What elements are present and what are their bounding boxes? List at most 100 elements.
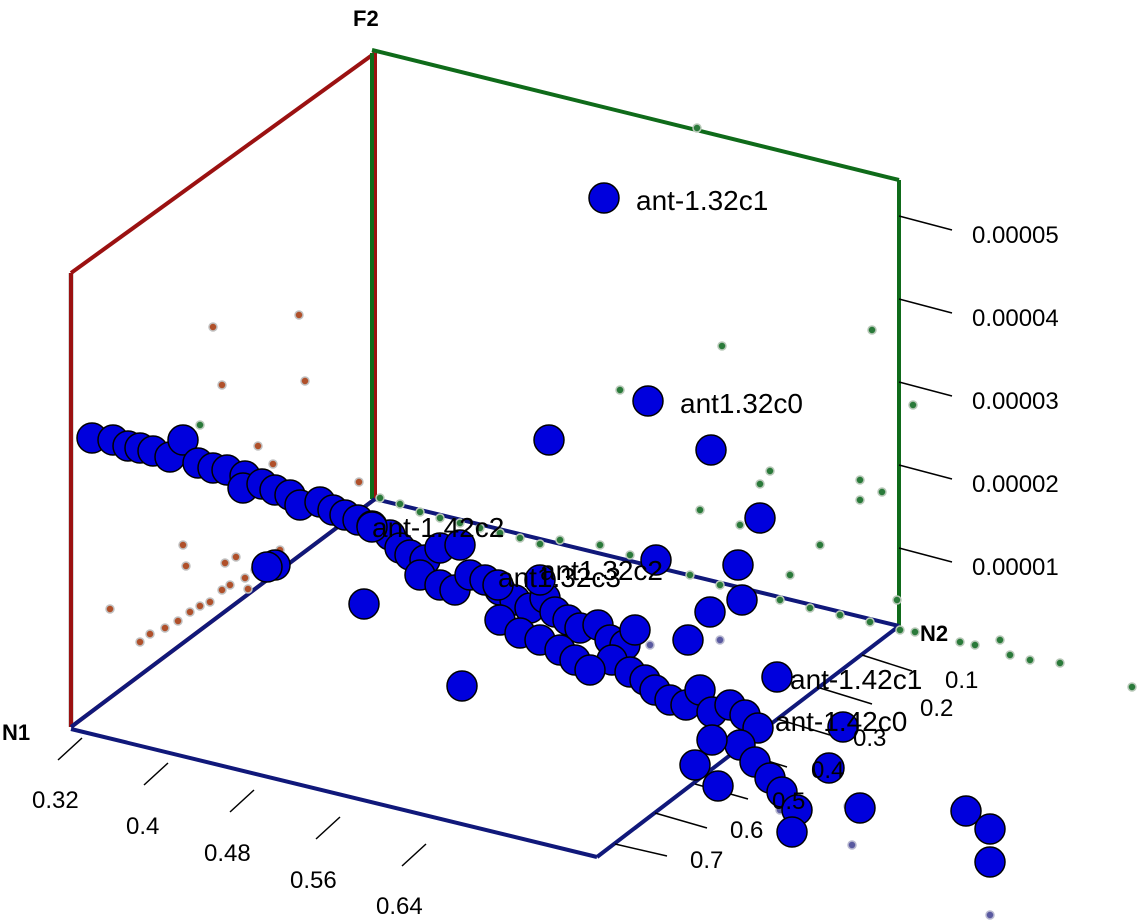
labeled-data-point (761, 661, 793, 693)
data-points (76, 422, 1006, 878)
projection-point (995, 635, 1005, 645)
data-point (444, 529, 476, 561)
data-point (640, 544, 672, 576)
data-point (776, 816, 808, 848)
projection-point (268, 459, 278, 469)
data-point (813, 752, 845, 784)
point-label: ant1.32c3 (498, 562, 621, 593)
data-point (696, 724, 728, 756)
projection-point (160, 623, 170, 633)
projection-point (855, 495, 865, 505)
projection-point (195, 420, 205, 430)
data-point (695, 434, 727, 466)
data-point (974, 813, 1006, 845)
projection-point (895, 625, 905, 635)
projection-point (515, 533, 525, 543)
data-point (950, 795, 982, 827)
projection-point (173, 616, 183, 626)
projection-point (181, 561, 191, 571)
projection-point (715, 580, 725, 590)
projection-point (535, 539, 545, 549)
z-tick-label: 0.00002 (972, 471, 1059, 498)
data-point (974, 846, 1006, 878)
y-tick-label: 0.5 (772, 788, 805, 815)
point-label: ant1.32c2 (540, 555, 663, 586)
projection-point (892, 595, 902, 605)
z-tick-label: 0.00001 (972, 554, 1059, 581)
projection-point (205, 597, 215, 607)
y-tick-label: 0.7 (690, 847, 723, 874)
projection-point (855, 475, 865, 485)
projection-point (217, 585, 227, 595)
point-labels: ant-1.32c1ant1.32c0ant-1.42c2ant1.32c2an… (372, 185, 922, 737)
projection-point (135, 637, 145, 647)
projection-point (755, 479, 765, 489)
projection-point (475, 523, 485, 533)
data-point (844, 792, 876, 824)
projection-point (195, 601, 205, 611)
data-point (446, 670, 478, 702)
projection-point (294, 310, 304, 320)
projection-point (615, 385, 625, 395)
projection-point (625, 550, 635, 560)
projection-point (178, 540, 188, 550)
projection-point (877, 487, 887, 497)
projection-point (415, 507, 425, 517)
projection-point (910, 627, 920, 637)
y-tick-label: 0.2 (920, 695, 953, 722)
axis-title-n2: N2 (920, 621, 948, 646)
data-point (702, 770, 734, 802)
z-tick-label: 0.00004 (972, 305, 1059, 332)
projection-point (300, 376, 310, 386)
projection-point (985, 910, 995, 920)
data-point (722, 549, 754, 581)
data-point (251, 551, 283, 583)
labeled-data-point (482, 569, 514, 601)
data-point (744, 502, 776, 534)
projection-point (955, 637, 965, 647)
projection-point (455, 518, 465, 528)
point-label: ant1.32c0 (680, 388, 803, 419)
projection-point (231, 552, 241, 562)
x-tick-label: 0.32 (32, 787, 79, 814)
projection-point (765, 466, 775, 476)
projection-point (1025, 655, 1035, 665)
data-point (694, 596, 726, 628)
projection-point (692, 123, 702, 133)
axis-title-f2: F2 (353, 6, 379, 31)
projection-point (1127, 682, 1137, 692)
projection-point (645, 640, 655, 650)
labeled-data-point (632, 385, 664, 417)
data-point (348, 588, 380, 620)
labeled-data-point (827, 711, 859, 743)
projection-point (217, 380, 227, 390)
projection-point (220, 558, 230, 568)
point-label: ant-1.42c1 (790, 664, 922, 695)
data-point (167, 424, 199, 456)
data-point (574, 654, 606, 686)
z-tick-label: 0.00003 (972, 388, 1059, 415)
projection-point (865, 617, 875, 627)
projection-point (435, 513, 445, 523)
left-wall-frame (68, 51, 377, 729)
projection-point (867, 325, 877, 335)
projection-point (715, 635, 725, 645)
projection-point (145, 629, 155, 639)
projection-point (185, 607, 195, 617)
projection-point (835, 610, 845, 620)
projection-point (908, 400, 918, 410)
projection-point (775, 595, 785, 605)
projection-point (1005, 650, 1015, 660)
projection-point (735, 520, 745, 530)
y-tick-label: 0.6 (730, 817, 763, 844)
projection-point (805, 603, 815, 613)
data-point (679, 749, 711, 781)
right-wall-frame (370, 48, 901, 626)
projection-point (685, 570, 695, 580)
projection-point (1055, 658, 1065, 668)
labeled-data-points (356, 182, 859, 743)
z-tick-label: 0.00005 (972, 222, 1059, 249)
x-tick-label: 0.48 (204, 840, 251, 867)
labeled-data-point (356, 511, 388, 543)
projection-point (243, 584, 253, 594)
